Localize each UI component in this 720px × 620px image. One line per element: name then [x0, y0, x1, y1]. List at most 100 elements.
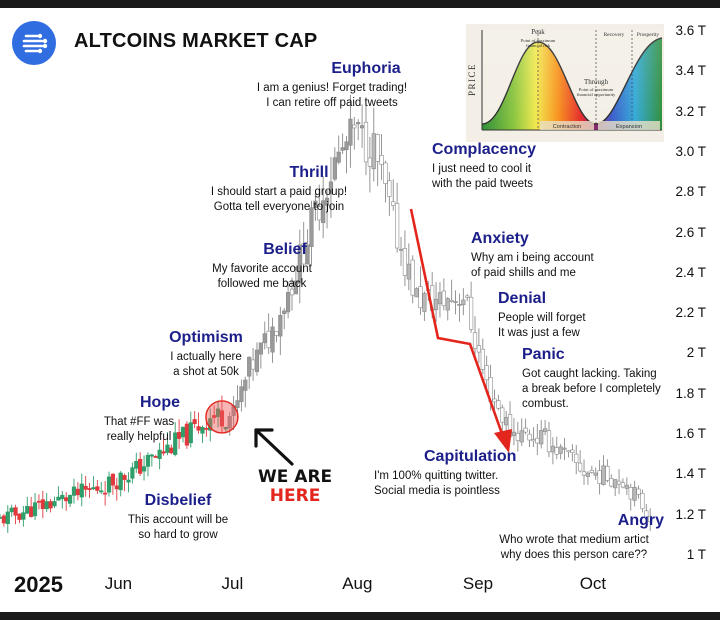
- phase-denial: Denial People will forget It was just a …: [498, 290, 628, 341]
- candle-body: [258, 342, 263, 355]
- candle-body: [476, 345, 481, 353]
- candle-body: [410, 259, 415, 296]
- candle-body: [165, 444, 170, 453]
- candle-body: [336, 151, 341, 163]
- we-are-here-label: WE ARE HERE: [258, 468, 332, 506]
- y-tick-label: 1.2 T: [675, 506, 706, 522]
- candle-body: [581, 471, 587, 476]
- inset-peak-note-2: financial risk: [526, 43, 551, 48]
- candle-body: [422, 293, 427, 312]
- phase-title: Denial: [498, 290, 547, 307]
- candle-body: [17, 513, 22, 520]
- candle-body: [484, 365, 489, 381]
- candle-body: [266, 330, 271, 349]
- candle-body: [141, 466, 147, 472]
- phase-complacency: Complacency I just need to cool it with …: [432, 141, 582, 192]
- phase-title: Euphoria: [331, 60, 401, 77]
- candle-body: [286, 292, 291, 313]
- candle-body: [40, 499, 45, 509]
- candle-body: [52, 501, 57, 507]
- here-line: HERE: [269, 486, 321, 506]
- candle-body: [613, 479, 618, 489]
- candle-body: [262, 333, 267, 344]
- candle-body: [313, 200, 318, 208]
- candle-body: [60, 494, 65, 500]
- y-tick-label: 3.6 T: [675, 23, 706, 38]
- candle-body: [371, 133, 376, 170]
- inset-ylabel: PRICE: [467, 63, 477, 96]
- phase-quote: Why am i being account of paid shills an…: [471, 252, 594, 279]
- candle-body: [453, 301, 458, 304]
- candle-body: [527, 433, 532, 441]
- phase-title: Thrill: [289, 164, 329, 181]
- y-tick-label: 3.0 T: [675, 143, 706, 159]
- candle-body: [1, 515, 6, 524]
- chart-title: ALTCOINS MARKET CAP: [74, 30, 318, 52]
- candle-body: [554, 447, 559, 455]
- candle-body: [480, 348, 485, 370]
- candle-body: [13, 507, 18, 516]
- y-tick-label: 3.4 T: [675, 63, 706, 79]
- pointer-arrow: [254, 428, 294, 466]
- candle-body: [379, 154, 384, 165]
- candle-body: [589, 470, 594, 473]
- inset-through-note-2: financial opportunity: [577, 92, 616, 97]
- candle-body: [75, 488, 80, 496]
- candle-body: [99, 490, 104, 493]
- inset-recovery: Recovery: [604, 32, 625, 38]
- candle-body: [585, 472, 591, 477]
- phase-quote: I actually here a shot at 50k: [170, 351, 242, 378]
- candle-body: [344, 141, 349, 151]
- candle-body: [293, 280, 299, 295]
- y-tick-label: 2.8 T: [675, 184, 706, 200]
- candle-body: [149, 454, 154, 457]
- decline-arrow: [409, 208, 508, 446]
- candle-body: [305, 244, 310, 265]
- candle-body: [542, 428, 548, 432]
- phase-title: Anxiety: [471, 230, 529, 247]
- candle-body: [445, 298, 450, 311]
- candle-body: [441, 290, 446, 307]
- inset-peak: Peak: [531, 28, 545, 36]
- candle-body: [328, 181, 334, 195]
- phase-hope: Hope That #FF was really helpful: [74, 394, 204, 445]
- candle-body: [145, 454, 151, 467]
- candle-body: [535, 437, 540, 444]
- phase-angry: Angry Who wrote that medium artict why d…: [484, 512, 664, 563]
- candle-body: [640, 492, 645, 510]
- phase-title: Angry: [617, 512, 664, 529]
- candle-body: [270, 326, 275, 353]
- candle-body: [153, 456, 158, 458]
- we-are-here-circle: [205, 400, 239, 434]
- candle-body: [36, 500, 42, 503]
- phase-quote: Got caught lacking. Taking a break befor…: [522, 368, 661, 410]
- candle-body: [359, 125, 365, 129]
- candle-body: [469, 296, 474, 330]
- x-tick-label: Oct: [579, 574, 607, 593]
- candle-body: [461, 299, 466, 306]
- phase-quote: This account will be so hard to grow: [127, 514, 229, 541]
- candle-body: [25, 505, 30, 514]
- candlestick-chart: [0, 94, 653, 533]
- candle-body: [449, 300, 454, 302]
- candle-body: [173, 432, 178, 455]
- candle-body: [644, 510, 649, 518]
- inset-through-note: Point of maximum: [579, 87, 614, 92]
- candle-body: [71, 486, 77, 496]
- candle-body: [562, 447, 567, 450]
- phase-title: Hope: [140, 394, 180, 411]
- candle-body: [29, 506, 34, 517]
- candle-body: [348, 118, 353, 146]
- candle-body: [332, 157, 337, 180]
- phase-quote: People will forget It was just a few: [498, 312, 586, 339]
- candle-body: [391, 201, 396, 206]
- candle-body: [605, 465, 610, 481]
- phase-quote: Who wrote that medium artict why does th…: [499, 534, 649, 561]
- candle-body: [531, 439, 536, 442]
- candle-body: [620, 482, 626, 488]
- inset-through: Through: [584, 78, 609, 86]
- candle-body: [616, 480, 622, 485]
- candle-body: [227, 415, 232, 429]
- candle-body: [157, 449, 162, 459]
- logo-icon: [12, 21, 56, 65]
